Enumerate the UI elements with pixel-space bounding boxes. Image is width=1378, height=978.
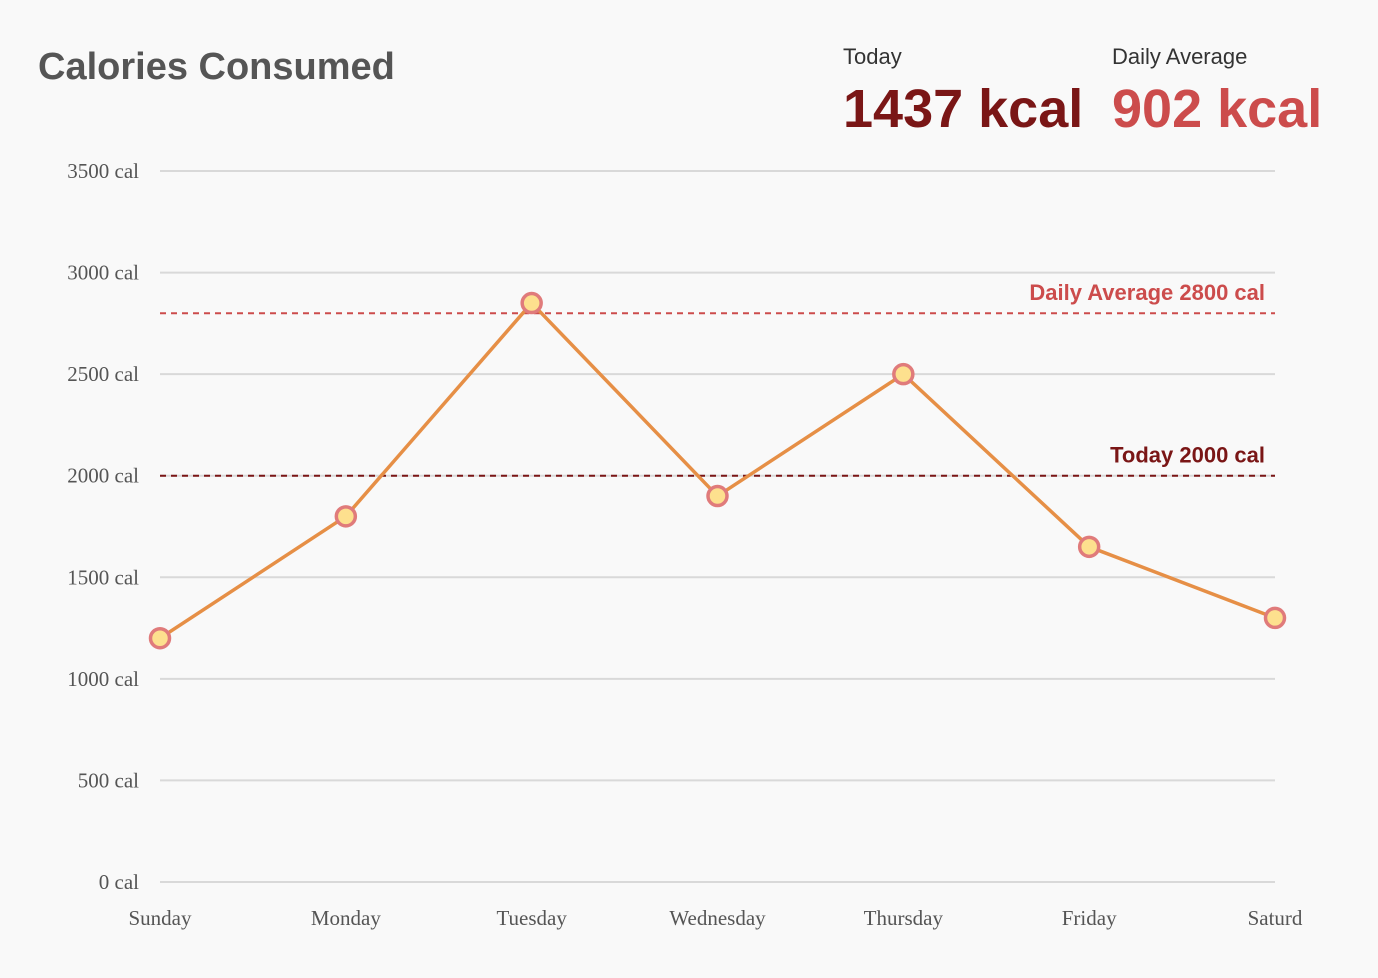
x-tick-label: Friday: [1062, 906, 1117, 930]
data-point: [706, 484, 729, 508]
y-tick-label: 0 cal: [99, 870, 139, 894]
daily-average-value: 902 kcal: [1112, 79, 1323, 139]
y-tick-label: 2000 cal: [67, 464, 139, 488]
reference-line-label: Daily Average 2800 cal: [1029, 280, 1265, 305]
series-line: [159, 301, 1276, 640]
x-tick-label: Saturd: [1248, 906, 1303, 930]
x-tick-label: Thursday: [864, 906, 944, 930]
data-point: [334, 505, 358, 528]
chart-title: Calories Consumed: [38, 46, 395, 88]
x-tick-label: Wednesday: [669, 906, 766, 930]
today-stat: Today 1437 kcal: [843, 42, 1083, 140]
y-tick-label: 3500 cal: [67, 159, 139, 183]
daily-average-stat: Daily Average 902 kcal: [1112, 42, 1322, 140]
x-tick-label: Monday: [311, 906, 381, 930]
x-tick-label: Tuesday: [496, 906, 567, 930]
data-point: [148, 626, 172, 650]
data-point: [1077, 535, 1101, 559]
today-label: Today: [843, 44, 902, 69]
daily-average-label: Daily Average: [1112, 44, 1248, 69]
data-point: [892, 362, 915, 386]
y-tick-label: 2500 cal: [67, 362, 139, 386]
x-tick-label: Sunday: [129, 906, 193, 930]
today-value: 1437 kcal: [843, 79, 1084, 139]
data-point: [520, 291, 543, 315]
y-tick-label: 3000 cal: [67, 261, 139, 285]
y-tick-label: 500 cal: [78, 768, 139, 792]
y-tick-label: 1500 cal: [67, 565, 139, 589]
y-tick-label: 1000 cal: [67, 667, 139, 691]
reference-line-label: Today 2000 cal: [1110, 443, 1265, 468]
data-point: [1263, 606, 1287, 630]
